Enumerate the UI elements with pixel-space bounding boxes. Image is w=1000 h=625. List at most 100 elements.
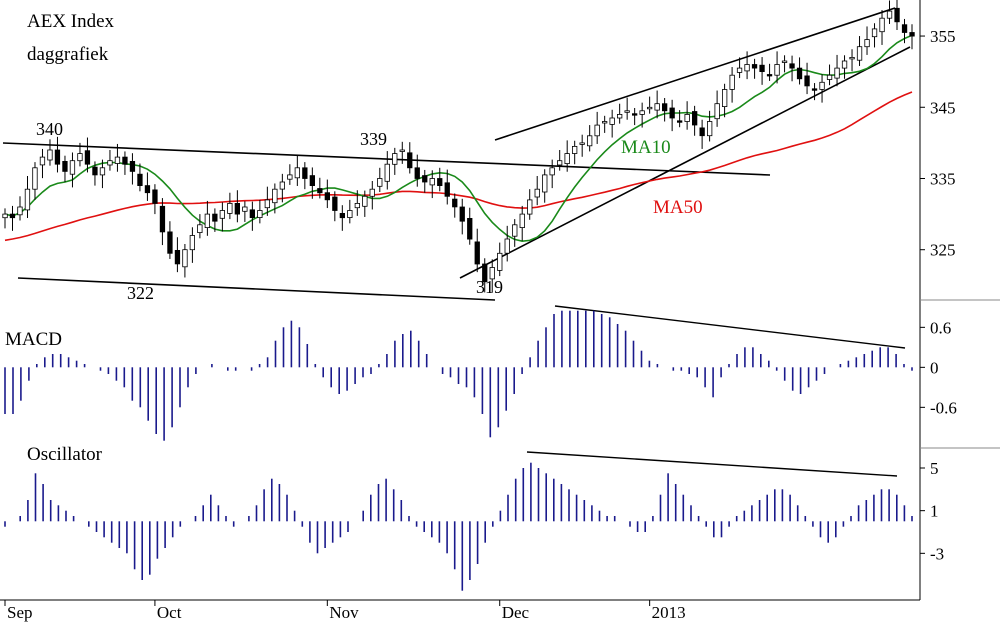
candle xyxy=(257,199,263,224)
oscillator-tick-label: 5 xyxy=(930,459,939,478)
macd-bars-layer xyxy=(4,310,913,441)
candle xyxy=(339,205,346,231)
candle-body xyxy=(347,210,353,218)
candle xyxy=(212,208,218,232)
oscillator-tick-label: 1 xyxy=(930,502,939,521)
candle-body xyxy=(841,60,848,69)
candle xyxy=(422,169,428,193)
candle-body xyxy=(587,135,593,147)
ma10-line xyxy=(4,34,913,243)
candle xyxy=(819,74,825,103)
candle-body xyxy=(722,89,728,108)
channel-upper-trendline xyxy=(494,7,896,141)
candle xyxy=(32,162,38,200)
candle xyxy=(234,190,241,223)
candle xyxy=(662,98,668,122)
candle-body xyxy=(144,185,151,194)
candle xyxy=(144,172,151,201)
candle xyxy=(497,242,503,277)
candle-body xyxy=(369,188,375,197)
candle xyxy=(272,183,278,214)
candle-body xyxy=(272,188,278,204)
candle-body xyxy=(729,74,735,90)
candle-body xyxy=(47,149,53,161)
candle-body xyxy=(309,175,316,187)
candle xyxy=(47,139,53,166)
candle-body xyxy=(512,224,518,237)
candle xyxy=(294,154,301,186)
candle-body xyxy=(834,67,840,79)
candle-body xyxy=(137,173,143,186)
resistance-trendline xyxy=(2,142,771,176)
candle xyxy=(227,192,233,220)
candle-body xyxy=(174,249,181,265)
candle xyxy=(871,23,878,48)
candle-body xyxy=(497,252,503,271)
candle-body xyxy=(242,206,248,212)
candle-body xyxy=(264,199,271,209)
candle xyxy=(826,64,833,86)
candle-body xyxy=(197,224,203,234)
candle xyxy=(579,134,585,157)
ma50-label: MA50 xyxy=(653,197,703,218)
candle xyxy=(901,18,908,44)
price-tick-label: 345 xyxy=(930,98,956,117)
candle-body xyxy=(24,188,31,211)
candle-body xyxy=(54,149,61,165)
candle-body xyxy=(444,182,450,197)
candle xyxy=(796,57,803,85)
candle-body xyxy=(654,103,660,111)
candle-body xyxy=(856,46,863,61)
candle-body xyxy=(159,205,166,233)
candle-body xyxy=(572,145,578,154)
candle-body xyxy=(624,110,630,113)
candle xyxy=(557,150,563,171)
candle-body xyxy=(39,156,46,166)
candle-body xyxy=(489,267,495,280)
candle-body xyxy=(849,57,855,60)
candle xyxy=(279,173,286,203)
candle-body xyxy=(317,188,323,194)
candle-body xyxy=(811,88,818,91)
candle xyxy=(452,193,458,218)
candle xyxy=(692,105,698,136)
candle xyxy=(9,205,16,231)
candle xyxy=(152,184,158,215)
candle xyxy=(699,119,705,149)
candle-body xyxy=(279,181,286,190)
candle xyxy=(744,51,750,80)
candle xyxy=(684,101,690,130)
x-tick-label: Nov xyxy=(329,603,359,622)
candle xyxy=(219,202,226,232)
candle-body xyxy=(714,103,720,120)
candle-body xyxy=(692,111,698,126)
candle xyxy=(347,199,353,224)
candle xyxy=(774,51,780,84)
candle xyxy=(841,55,848,79)
x-tick-label: Dec xyxy=(502,603,530,622)
candle xyxy=(647,96,653,114)
candle-body xyxy=(414,167,420,179)
candle-body xyxy=(602,121,608,124)
candle-body xyxy=(377,178,383,187)
candle xyxy=(504,225,510,262)
annotation-339: 339 xyxy=(360,129,387,149)
candle xyxy=(114,143,121,172)
candle-body xyxy=(871,28,878,38)
candle xyxy=(856,36,863,66)
candle xyxy=(204,200,211,236)
candle-body xyxy=(354,202,361,209)
candle xyxy=(542,169,548,203)
candle-body xyxy=(62,160,68,172)
candle xyxy=(669,99,675,132)
candle xyxy=(159,198,166,246)
candle xyxy=(617,103,623,124)
candle-body xyxy=(84,150,91,165)
candle xyxy=(594,111,600,144)
candle-body xyxy=(249,209,256,219)
candle xyxy=(302,162,308,190)
candle-body xyxy=(549,167,555,176)
candle-body xyxy=(534,188,540,198)
candles-layer xyxy=(2,0,915,293)
candle xyxy=(549,159,555,189)
